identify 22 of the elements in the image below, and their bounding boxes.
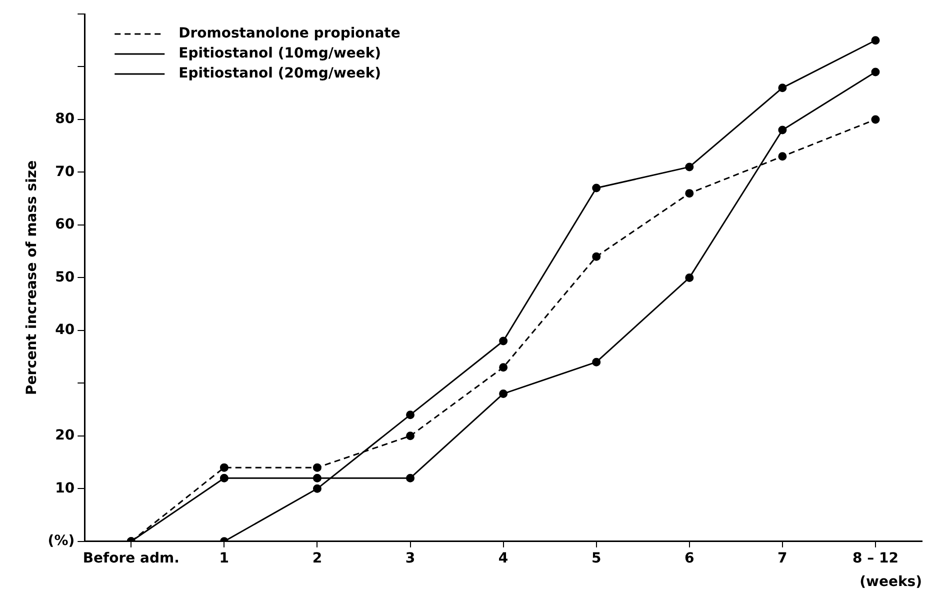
x-tick-label: 5 — [591, 550, 602, 566]
y-tick-label: 50 — [55, 269, 75, 286]
legend-label: Dromostanolone propionate — [178, 26, 400, 42]
x-tick-label: 8 – 12 — [852, 550, 898, 566]
y-tick-label: 70 — [55, 164, 75, 180]
x-tick-label: 2 — [312, 550, 322, 566]
y-tick-label: 10 — [55, 480, 75, 496]
y-axis-title: Percent increase of mass size — [24, 160, 40, 395]
x-tick-label: 7 — [778, 550, 788, 566]
y-tick-label: 20 — [55, 428, 75, 444]
x-tick-label: 3 — [405, 550, 416, 566]
y-tick-label: (%) — [48, 533, 75, 550]
x-tick-label: Before adm. — [82, 550, 180, 566]
x-axis-title: (weeks) — [860, 574, 922, 590]
y-tick-label: 60 — [55, 216, 75, 233]
x-tick-label: 4 — [498, 550, 508, 566]
y-tick-label: 40 — [55, 322, 75, 338]
legend-label: Epitiostanol (10mg/week) — [178, 46, 382, 62]
legend-label: Epitiostanol (20mg/week) — [178, 66, 382, 82]
x-tick-label: 1 — [219, 550, 230, 566]
x-tick-label: 6 — [684, 550, 694, 566]
y-tick-label: 80 — [55, 111, 75, 128]
